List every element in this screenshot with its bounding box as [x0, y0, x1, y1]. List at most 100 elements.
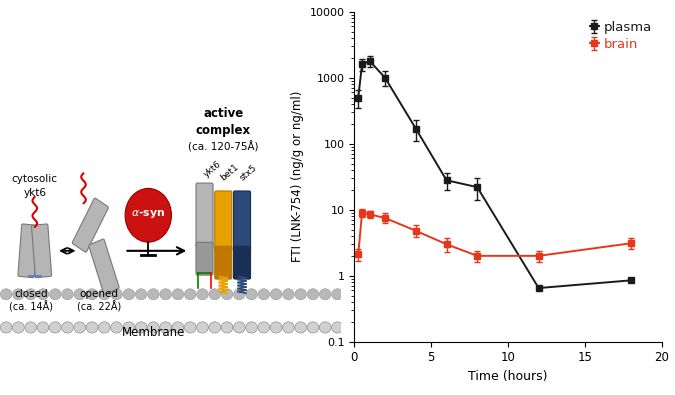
Ellipse shape — [172, 289, 184, 300]
Y-axis label: FTI (LNK-754) (ng/g or ng/ml): FTI (LNK-754) (ng/g or ng/ml) — [291, 91, 304, 262]
Ellipse shape — [270, 289, 282, 300]
Ellipse shape — [1, 322, 12, 333]
Text: active: active — [203, 107, 244, 120]
Ellipse shape — [184, 322, 196, 333]
FancyBboxPatch shape — [196, 242, 213, 275]
Ellipse shape — [61, 289, 74, 300]
Ellipse shape — [111, 289, 122, 300]
Ellipse shape — [49, 322, 61, 333]
Text: $\alpha$-syn: $\alpha$-syn — [131, 208, 165, 220]
Text: Membrane: Membrane — [122, 326, 185, 339]
Ellipse shape — [99, 322, 110, 333]
Ellipse shape — [319, 322, 331, 333]
Ellipse shape — [135, 322, 147, 333]
Ellipse shape — [123, 322, 134, 333]
Ellipse shape — [270, 322, 282, 333]
Text: bet1: bet1 — [219, 162, 240, 182]
Ellipse shape — [1, 289, 12, 300]
Ellipse shape — [246, 289, 257, 300]
Ellipse shape — [209, 322, 221, 333]
Ellipse shape — [283, 289, 294, 300]
Text: complex: complex — [196, 124, 251, 137]
Ellipse shape — [172, 322, 184, 333]
Ellipse shape — [86, 289, 98, 300]
Ellipse shape — [319, 289, 331, 300]
Ellipse shape — [331, 322, 344, 333]
Ellipse shape — [258, 322, 269, 333]
Ellipse shape — [25, 289, 36, 300]
Ellipse shape — [221, 322, 233, 333]
FancyBboxPatch shape — [32, 224, 51, 278]
Ellipse shape — [160, 289, 171, 300]
Ellipse shape — [295, 322, 306, 333]
FancyBboxPatch shape — [215, 246, 232, 279]
Ellipse shape — [61, 322, 74, 333]
Ellipse shape — [184, 322, 196, 333]
Ellipse shape — [196, 289, 209, 300]
Ellipse shape — [123, 322, 134, 333]
Ellipse shape — [172, 322, 184, 333]
Text: stx5: stx5 — [238, 163, 259, 182]
Ellipse shape — [86, 322, 98, 333]
Ellipse shape — [246, 322, 257, 333]
Ellipse shape — [270, 322, 282, 333]
Ellipse shape — [13, 289, 24, 300]
FancyBboxPatch shape — [196, 183, 213, 247]
Text: (ca. 14Å): (ca. 14Å) — [9, 301, 53, 312]
Ellipse shape — [283, 322, 294, 333]
FancyBboxPatch shape — [18, 224, 38, 278]
Ellipse shape — [37, 322, 49, 333]
Ellipse shape — [25, 322, 36, 333]
FancyBboxPatch shape — [234, 246, 250, 279]
Ellipse shape — [295, 322, 306, 333]
FancyBboxPatch shape — [89, 239, 119, 294]
Ellipse shape — [283, 322, 294, 333]
Ellipse shape — [209, 322, 221, 333]
Ellipse shape — [331, 289, 344, 300]
Ellipse shape — [111, 322, 122, 333]
Ellipse shape — [196, 322, 209, 333]
Text: cytosolic: cytosolic — [11, 174, 58, 184]
Ellipse shape — [135, 289, 147, 300]
Ellipse shape — [135, 322, 147, 333]
Ellipse shape — [331, 322, 344, 333]
Ellipse shape — [258, 322, 269, 333]
Ellipse shape — [148, 322, 159, 333]
Ellipse shape — [49, 289, 61, 300]
Ellipse shape — [37, 322, 49, 333]
Ellipse shape — [74, 322, 86, 333]
Ellipse shape — [148, 322, 159, 333]
Ellipse shape — [111, 322, 122, 333]
Ellipse shape — [234, 322, 245, 333]
Ellipse shape — [184, 289, 196, 300]
Text: ykt6: ykt6 — [23, 188, 47, 198]
Ellipse shape — [74, 289, 86, 300]
Ellipse shape — [196, 322, 209, 333]
Text: closed: closed — [15, 289, 48, 299]
Ellipse shape — [307, 289, 319, 300]
FancyBboxPatch shape — [72, 198, 108, 252]
Ellipse shape — [25, 322, 36, 333]
FancyBboxPatch shape — [215, 191, 232, 251]
Ellipse shape — [258, 289, 269, 300]
Legend: plasma, brain: plasma, brain — [587, 19, 655, 54]
Ellipse shape — [307, 322, 319, 333]
Ellipse shape — [295, 289, 306, 300]
Ellipse shape — [99, 322, 110, 333]
Ellipse shape — [234, 322, 245, 333]
Ellipse shape — [221, 289, 233, 300]
Ellipse shape — [319, 322, 331, 333]
Ellipse shape — [13, 322, 24, 333]
Ellipse shape — [74, 322, 86, 333]
Ellipse shape — [234, 289, 245, 300]
Ellipse shape — [61, 322, 74, 333]
Text: (ca. 22Å): (ca. 22Å) — [77, 301, 121, 312]
Ellipse shape — [99, 289, 110, 300]
Ellipse shape — [209, 289, 221, 300]
Text: opened: opened — [80, 289, 118, 299]
Ellipse shape — [148, 289, 159, 300]
Ellipse shape — [86, 322, 98, 333]
FancyBboxPatch shape — [234, 191, 250, 251]
Ellipse shape — [13, 322, 24, 333]
Ellipse shape — [123, 289, 134, 300]
